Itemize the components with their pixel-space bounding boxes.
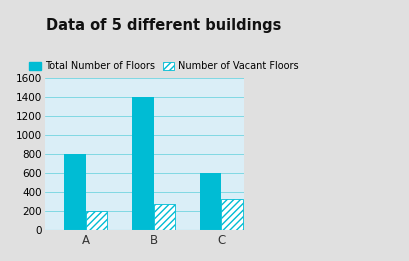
Bar [288,192,310,230]
Bar [132,97,153,230]
Bar [153,204,175,230]
Bar [85,211,107,230]
Bar [221,199,243,230]
Bar [279,78,409,230]
Bar [199,173,221,230]
Bar [356,197,378,230]
Text: Data of 5 different buildings: Data of 5 different buildings [46,18,281,33]
Bar [64,154,85,230]
Bar [335,116,356,230]
Legend: Total Number of Floors, Number of Vacant Floors: Total Number of Floors, Number of Vacant… [25,57,302,75]
Bar [267,135,288,230]
